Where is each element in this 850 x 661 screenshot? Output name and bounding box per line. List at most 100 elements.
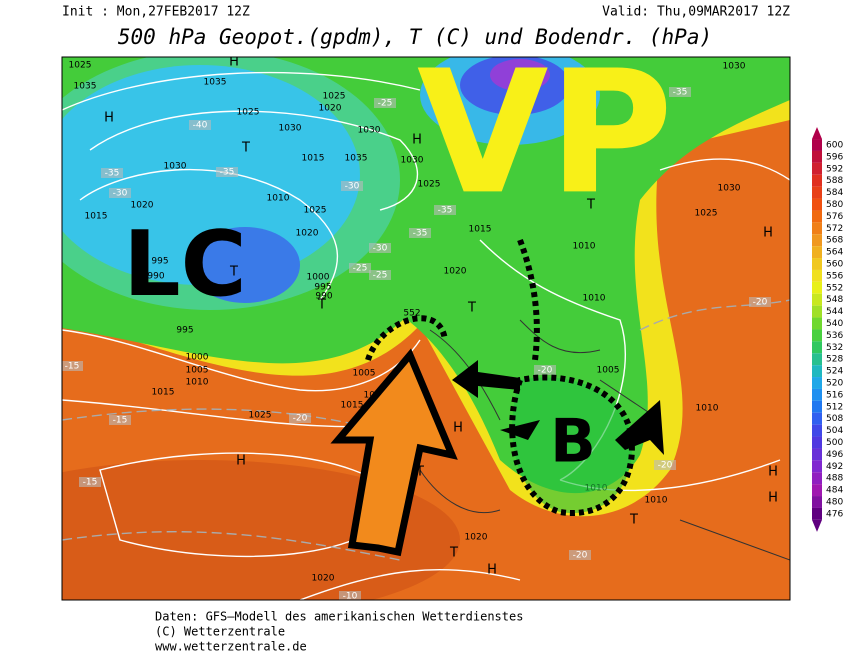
colorbar-cell bbox=[812, 460, 822, 473]
colorbar-cap bbox=[812, 519, 822, 532]
isotherm-label: -20 bbox=[658, 461, 673, 471]
isotherm-label: -30 bbox=[345, 182, 360, 192]
trough-axis bbox=[517, 238, 540, 361]
isotherm-label: -20 bbox=[753, 298, 768, 308]
colorbar-cell bbox=[812, 329, 822, 342]
isobar-label: 990 bbox=[147, 272, 164, 282]
colorbar-cell bbox=[812, 305, 822, 318]
isotherm-label-box bbox=[101, 168, 123, 178]
colorbar-label: 576 bbox=[826, 212, 843, 222]
colorbar-cell bbox=[812, 139, 822, 151]
colorbar-label: 484 bbox=[826, 486, 843, 496]
colorbar-label: 532 bbox=[826, 343, 843, 353]
colorbar-label: 596 bbox=[826, 152, 843, 162]
colorbar-label: 556 bbox=[826, 271, 843, 281]
isobar-label: 1025 bbox=[418, 180, 441, 190]
colorbar-cell bbox=[812, 222, 822, 235]
pressure-center: T bbox=[629, 513, 638, 528]
isobar-label: 1015 bbox=[85, 212, 108, 222]
isotherm-label: -15 bbox=[65, 362, 80, 372]
pressure-center: T bbox=[229, 265, 238, 280]
isotherm-label: -15 bbox=[113, 416, 128, 426]
vp-annotation: VP bbox=[417, 34, 673, 232]
pressure-center: H bbox=[768, 491, 778, 506]
isotherm-label: -20 bbox=[293, 414, 308, 424]
colorbar-label: 580 bbox=[826, 200, 843, 210]
isobar-label: 1015 bbox=[302, 154, 325, 164]
isotherm-label-box bbox=[369, 270, 391, 280]
pressure-center: H bbox=[412, 133, 422, 148]
colorbar-cell bbox=[812, 472, 822, 485]
isobar-label: 995 bbox=[176, 326, 193, 336]
footer-copyright: (C) Wetterzentrale bbox=[155, 625, 285, 639]
pressure-center: T bbox=[317, 298, 326, 313]
isotherm-label-box bbox=[289, 413, 311, 423]
isobar-label: 1010 bbox=[186, 378, 209, 388]
isobar-label: 1035 bbox=[345, 154, 368, 164]
colorbar-label: 496 bbox=[826, 450, 843, 460]
colorbar-cell bbox=[812, 365, 822, 378]
colorbar-label: 564 bbox=[826, 248, 843, 258]
isotherm-label: -20 bbox=[538, 366, 553, 376]
pressure-center: T bbox=[467, 301, 476, 316]
isotherm-label: -35 bbox=[438, 206, 453, 216]
isobar bbox=[659, 158, 790, 181]
isobar-label: 1030 bbox=[164, 162, 187, 172]
isotherm-label-box bbox=[79, 477, 101, 487]
isobar bbox=[79, 168, 339, 301]
colorbar-cap bbox=[812, 127, 822, 140]
isobar-label: 552 bbox=[403, 309, 420, 319]
colorbar-cell bbox=[812, 424, 822, 437]
isobar-label: 1035 bbox=[74, 82, 97, 92]
colorbar-cell bbox=[812, 162, 822, 175]
isotherm-label-box bbox=[534, 365, 556, 375]
isobar-label: 995 bbox=[314, 283, 331, 293]
colorbar-label: 516 bbox=[826, 390, 843, 400]
pressure-center: T bbox=[449, 546, 458, 561]
isobar-label: 1015 bbox=[469, 225, 492, 235]
colorbar-cell bbox=[812, 448, 822, 461]
isobar-label: 1030 bbox=[401, 156, 424, 166]
isobar-label: 1010 bbox=[267, 194, 290, 204]
isobar-label: 1020 bbox=[312, 574, 335, 584]
colorbar-label: 536 bbox=[826, 331, 843, 341]
colorbar-cell bbox=[812, 269, 822, 282]
isobar-label: 1035 bbox=[204, 78, 227, 88]
colorbar-label: 588 bbox=[826, 176, 843, 186]
isotherm-label: -30 bbox=[373, 244, 388, 254]
map-area: 1025 1035 H 1035 1025 H 1030 1020 1025 1035 1015 10… bbox=[62, 34, 790, 600]
colorbar-cell bbox=[812, 353, 822, 366]
isotherm-label-box bbox=[749, 297, 771, 307]
isotherm bbox=[639, 299, 790, 331]
colorbar-label: 520 bbox=[826, 379, 843, 389]
colorbar-label: 528 bbox=[826, 355, 843, 365]
isotherm-label-box bbox=[349, 263, 371, 273]
isotherm-label-box bbox=[62, 361, 83, 371]
isobar-label: 1025 bbox=[304, 206, 327, 216]
colorbar-cell bbox=[812, 436, 822, 449]
isobar bbox=[62, 329, 421, 392]
colorbar-label: 492 bbox=[826, 462, 843, 472]
colorbar-cell bbox=[812, 234, 822, 247]
colorbar-cell bbox=[812, 281, 822, 294]
isotherm-label-box bbox=[216, 167, 238, 177]
colorbar-label: 568 bbox=[826, 236, 843, 246]
isobar-label: 1025 bbox=[69, 61, 92, 71]
init-date: Init : Mon,27FEB2017 12Z bbox=[62, 5, 250, 20]
isobar-label: 1025 bbox=[237, 108, 260, 118]
colorbar-label: 584 bbox=[826, 188, 843, 198]
lc-annotation: LC bbox=[123, 212, 246, 317]
cold-north-center bbox=[490, 59, 550, 91]
colorbar-cell bbox=[812, 174, 822, 187]
colorbar-label: 552 bbox=[826, 283, 843, 293]
isotherm-label-box bbox=[374, 98, 396, 108]
colorbar-cell bbox=[812, 150, 822, 163]
colorbar-cell bbox=[812, 293, 822, 306]
colorbar-label: 560 bbox=[826, 260, 843, 270]
footer-source: Daten: GFS–Modell des amerikanischen Wet… bbox=[155, 610, 523, 624]
colorbar-label: 544 bbox=[826, 307, 843, 317]
arrow-south bbox=[500, 420, 540, 440]
arrow-west bbox=[452, 360, 520, 398]
colorbar-label: 500 bbox=[826, 438, 843, 448]
